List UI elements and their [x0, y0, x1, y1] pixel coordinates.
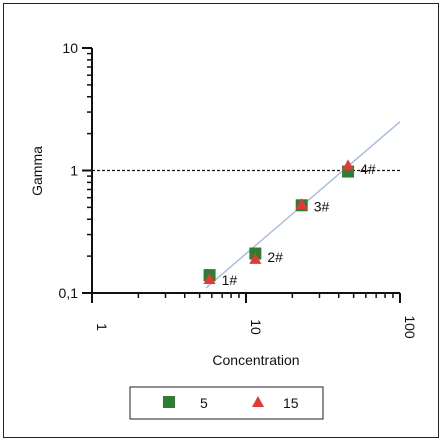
point-label: 1#	[222, 272, 238, 288]
point-label: 3#	[314, 198, 330, 214]
point-label: 4#	[360, 161, 376, 177]
x-axis-label: Concentration	[212, 352, 299, 368]
legend-marker-15	[252, 396, 264, 407]
point-label: 2#	[267, 249, 283, 265]
legend-marker-5	[163, 396, 175, 408]
legend-label-15: 15	[283, 395, 299, 411]
y-axis-label: Gamma	[29, 146, 45, 196]
series-15-point	[203, 273, 216, 285]
series-15-point	[295, 198, 308, 210]
legend-label-5: 5	[200, 395, 208, 411]
series-15-point	[249, 252, 262, 264]
plot-area: 1 10 100 0,1 1 10 1# 2# 3# 4#	[59, 40, 418, 339]
legend-box	[129, 386, 324, 420]
x-tick-label: 1	[94, 323, 110, 331]
legend: 5 15	[129, 386, 324, 420]
chart-frame	[3, 3, 439, 438]
x-tick-label: 100	[402, 315, 418, 339]
y-tick-label: 0,1	[59, 285, 79, 301]
x-tick-label: 10	[248, 319, 264, 335]
y-tick-label: 10	[62, 40, 78, 56]
y-tick-label: 1	[70, 163, 78, 179]
series-15-point	[342, 159, 355, 171]
